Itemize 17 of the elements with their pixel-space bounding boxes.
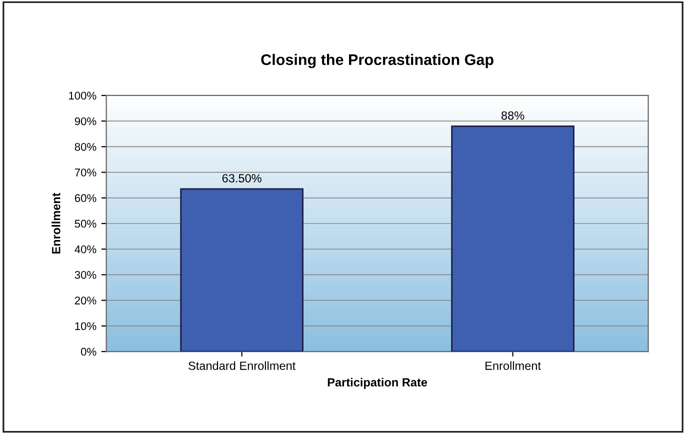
y-tick-label: 60% bbox=[74, 194, 96, 202]
data-label: 88% bbox=[501, 111, 524, 120]
y-tick-label: 90% bbox=[74, 117, 96, 126]
data-label: 63.50% bbox=[222, 174, 262, 182]
y-tick-label: 20% bbox=[74, 296, 96, 304]
y-tick-label: 100% bbox=[69, 92, 96, 100]
y-tick-label: 30% bbox=[74, 270, 96, 279]
y-tick-label: 70% bbox=[74, 168, 96, 176]
x-axis-title: Participation Rate bbox=[328, 378, 428, 389]
y-tick-label: 0% bbox=[80, 348, 96, 356]
y-tick-label: 80% bbox=[74, 142, 96, 151]
y-tick-label: 10% bbox=[75, 322, 96, 330]
y-tick-label: 50% bbox=[74, 220, 96, 228]
x-tick-label: Standard Enrollment bbox=[188, 361, 296, 370]
chart-title: Closing the Procrastination Gap bbox=[261, 54, 494, 68]
y-axis-title: Enrollment bbox=[52, 192, 60, 254]
y-tick-label: 40% bbox=[74, 245, 96, 254]
